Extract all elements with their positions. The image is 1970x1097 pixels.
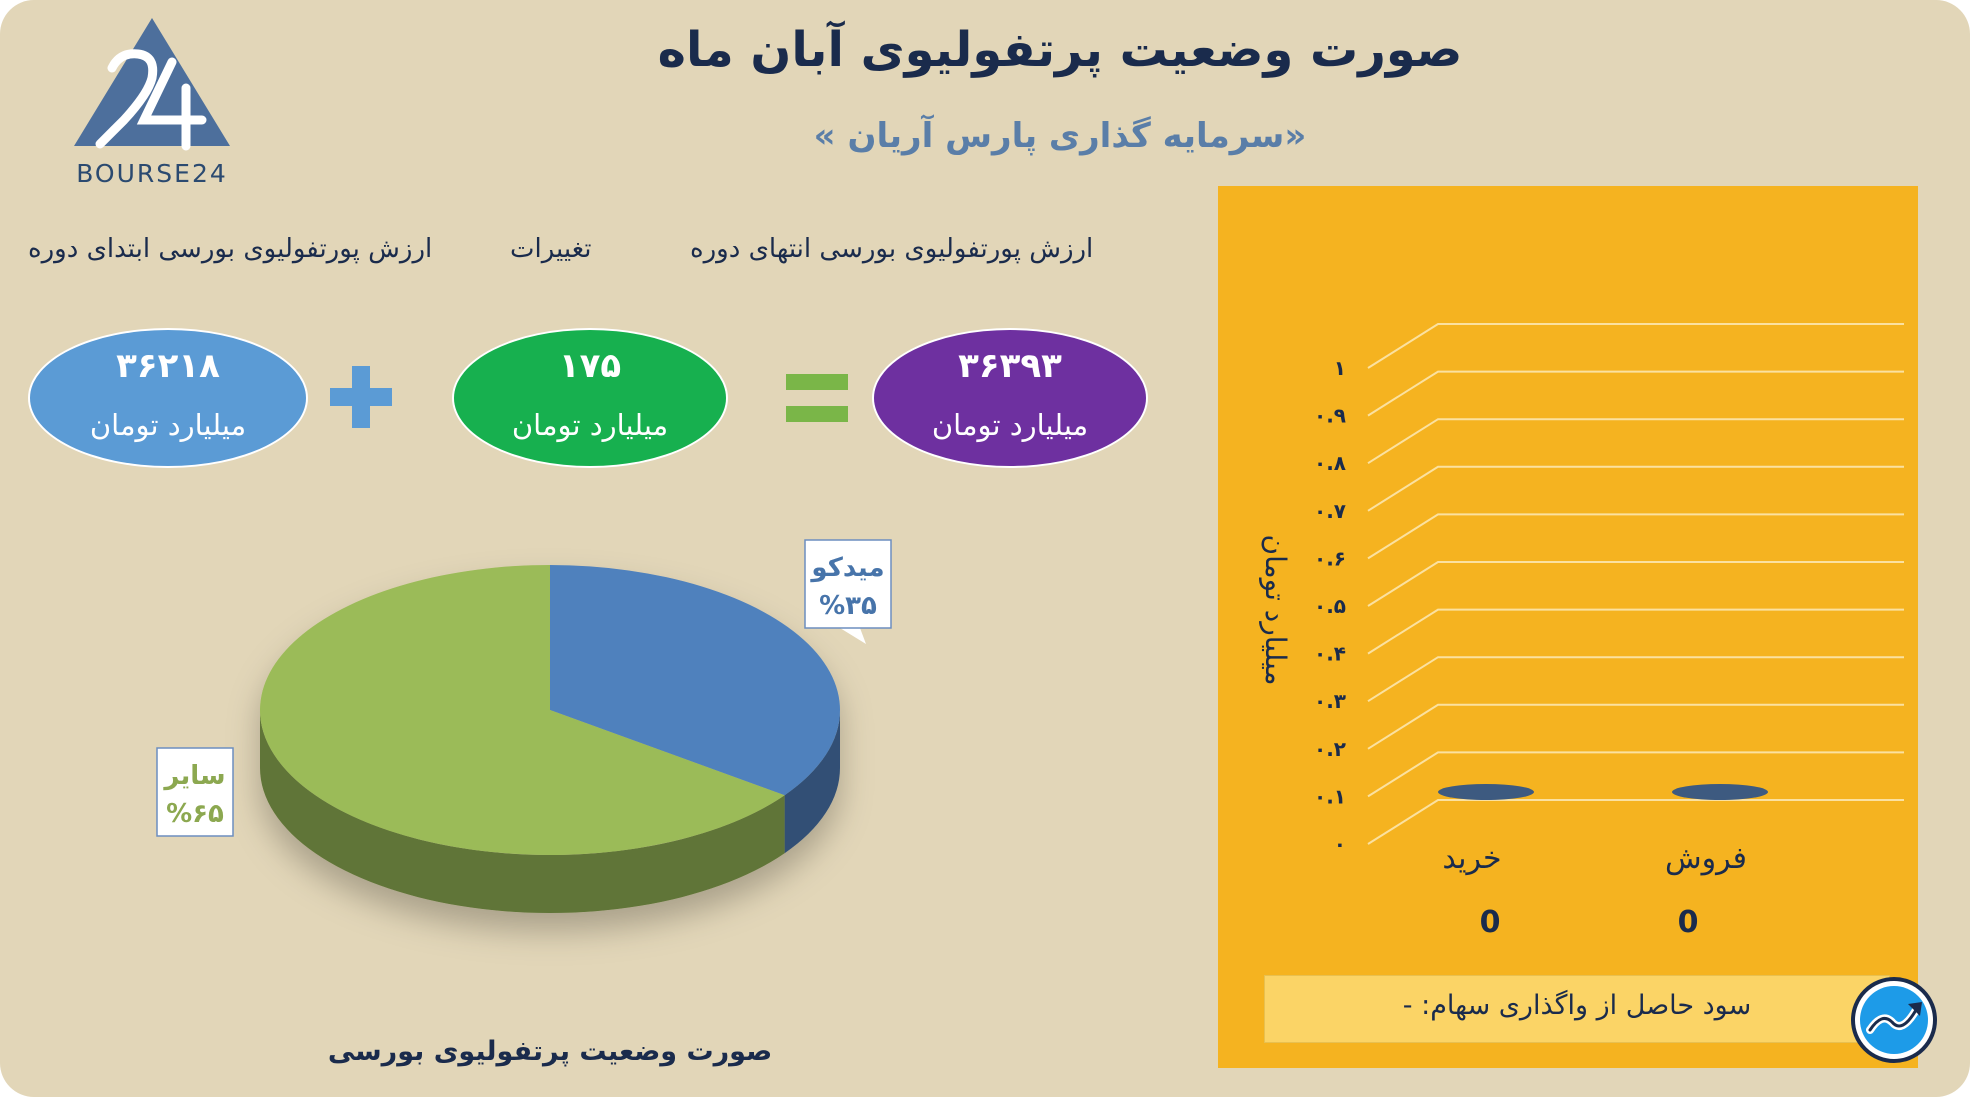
logo-text: BOURSE24 (76, 159, 228, 186)
bar-category-0: خرید (1442, 841, 1501, 876)
bar-y-tick-3: ۰.۳ (1314, 689, 1346, 713)
bar-1 (1672, 784, 1768, 800)
end-value-unit: میلیارد تومان (931, 408, 1089, 442)
bar-y-tick-2: ۰.۲ (1314, 737, 1346, 761)
end-value-label: ارزش پورتفولیوی بورسی انتهای دوره (690, 234, 1094, 264)
pie-slice-0 (550, 565, 840, 796)
change-value-ellipse: ۱۷۵ میلیارد تومان (452, 328, 728, 468)
pie-label-name-0: میدکو (809, 553, 884, 583)
profit-box: سود حاصل از واگذاری سهام: - (1264, 975, 1890, 1043)
bar-gridline-2 (1367, 703, 1904, 750)
pie-label-pointer-0 (840, 628, 866, 644)
bar-y-axis-label: میلیارد تومان (1259, 535, 1292, 686)
page-subtitle: «سرمایه گذاری پارس آریان » (813, 116, 1307, 156)
bar-y-tick-10: ۱ (1334, 356, 1346, 380)
start-value-unit: میلیارد تومان (89, 408, 247, 442)
pie-label-percent-1: %۶۵ (166, 799, 224, 829)
bar-value-label-0: 0 (1480, 905, 1501, 940)
pie-chart-title: صورت وضعیت پرتفولیوی بورسی (327, 1036, 773, 1067)
bar-gridline-0 (1367, 799, 1904, 845)
bar-gridline-7 (1367, 465, 1904, 512)
bar-gridline-10 (1367, 323, 1904, 369)
equals-icon (786, 374, 848, 422)
change-value-number: ۱۷۵ (558, 346, 622, 386)
trades-panel (1218, 186, 1918, 1068)
bar-y-tick-0: ۰ (1334, 832, 1346, 856)
bar-y-tick-5: ۰.۵ (1314, 594, 1346, 618)
bar-gridline-4 (1367, 608, 1904, 655)
chart-trend-icon (1851, 977, 1937, 1063)
pie-label-percent-0: %۳۵ (819, 591, 877, 621)
trades-bar-chart: ۰ ۰.۱ ۰.۲ ۰.۳ ۰.۴ ۰.۵ ۰.۶ ۰.۷ ۰.۸ ۰.۹ ۱ میلیارد توم… (1259, 323, 1904, 940)
bar-y-tick-9: ۰.۹ (1314, 404, 1346, 428)
start-value-label: ارزش پورتفولیوی بورسی ابتدای دوره (28, 234, 433, 264)
bar-y-tick-1: ۰.۱ (1314, 784, 1346, 808)
bar-gridline-5 (1367, 561, 1904, 607)
pie-side-0 (784, 710, 840, 854)
pie-slice-1 (259, 565, 785, 855)
end-value-ellipse: ۳۶۳۹۳ میلیارد تومان (872, 328, 1148, 468)
bar-category-1: فروش (1665, 841, 1747, 876)
bar-0 (1438, 784, 1534, 800)
bar-y-tick-8: ۰.۸ (1314, 451, 1346, 475)
bar-gridline-1 (1367, 751, 1904, 798)
pie-side-1 (260, 710, 785, 913)
bar-y-tick-4: ۰.۴ (1314, 642, 1346, 666)
bar-gridline-6 (1367, 513, 1904, 560)
change-label: تغییرات (510, 234, 592, 264)
start-value-number: ۳۶۲۱۸ (116, 346, 220, 386)
pie-chart: میدکو %۳۵ سایر %۶۵ (156, 539, 892, 913)
pie-label-box-1 (156, 747, 234, 837)
bourse24-logo: BOURSE24 (60, 16, 250, 188)
plus-icon (330, 366, 392, 428)
bar-gridline-9 (1367, 370, 1904, 417)
profit-text: سود حاصل از واگذاری سهام: - (1402, 990, 1752, 1021)
end-value-number: ۳۶۳۹۳ (958, 346, 1062, 386)
bar-gridline-3 (1367, 656, 1904, 703)
bar-y-tick-7: ۰.۷ (1314, 499, 1346, 523)
bar-gridline-8 (1367, 418, 1904, 465)
bar-value-label-1: 0 (1678, 905, 1699, 940)
pie-label-box-0 (804, 539, 892, 629)
change-value-unit: میلیارد تومان (511, 408, 669, 442)
page-title: صورت وضعیت پرتفولیوی آبان ماه (657, 22, 1463, 78)
pie-label-name-1: سایر (162, 761, 225, 791)
bar-y-tick-6: ۰.۶ (1314, 546, 1346, 570)
start-value-ellipse: ۳۶۲۱۸ میلیارد تومان (28, 328, 308, 468)
